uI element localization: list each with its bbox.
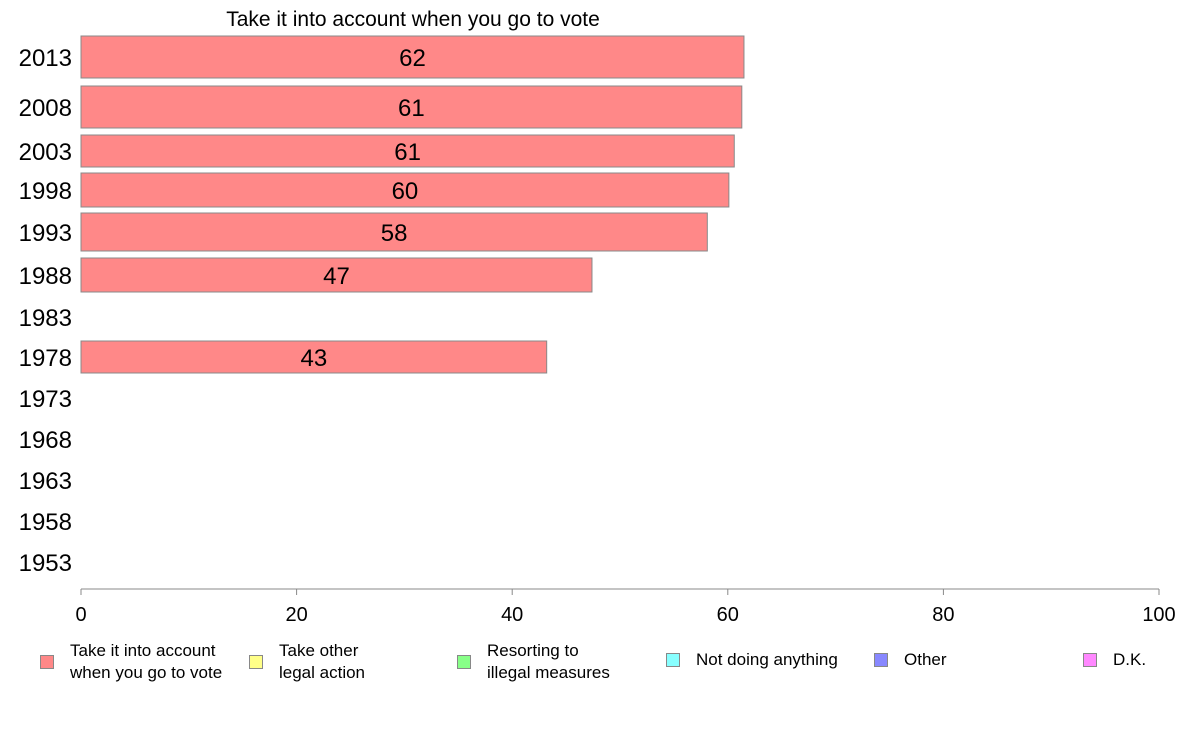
bar-1998 — [80, 172, 730, 208]
bar-2008 — [80, 85, 743, 129]
year-label-1988: 1988 — [19, 263, 72, 290]
data-label-2003: 61 — [394, 139, 421, 166]
data-label-2008: 61 — [398, 95, 425, 122]
x-tick-label-80: 80 — [932, 604, 954, 626]
legend-item: D.K. — [1083, 649, 1146, 671]
year-label-1953: 1953 — [19, 550, 72, 577]
legend-label: Not doing anything — [696, 650, 838, 669]
x-tick-label-100: 100 — [1142, 604, 1175, 626]
year-label-1963: 1963 — [19, 468, 72, 495]
bar-1978 — [80, 340, 548, 374]
legend-item: Other — [874, 649, 947, 671]
data-label-1988: 47 — [323, 263, 350, 290]
year-label-2003: 2003 — [19, 139, 72, 166]
legend-swatch — [40, 655, 54, 669]
legend-swatch — [457, 655, 471, 669]
x-tick-label-40: 40 — [501, 604, 523, 626]
legend-item: Take it into account when you go to vote — [40, 640, 222, 684]
data-label-1998: 60 — [392, 178, 419, 205]
legend: Take it into account when you go to vote… — [0, 640, 1188, 690]
x-tick-label-60: 60 — [717, 604, 739, 626]
year-label-1998: 1998 — [19, 178, 72, 205]
legend-swatch — [249, 655, 263, 669]
legend-item: Resorting to illegal measures — [457, 640, 610, 684]
legend-label: D.K. — [1113, 650, 1147, 669]
x-tick-label-20: 20 — [285, 604, 307, 626]
year-label-1973: 1973 — [19, 386, 72, 413]
year-label-1993: 1993 — [19, 220, 72, 247]
legend-swatch — [1083, 653, 1097, 667]
x-tick-label-0: 0 — [75, 604, 86, 626]
data-label-1993: 58 — [381, 220, 408, 247]
year-label-2008: 2008 — [19, 95, 72, 122]
year-label-2013: 2013 — [19, 45, 72, 72]
data-label-1978: 43 — [300, 345, 327, 372]
year-label-1958: 1958 — [19, 509, 72, 536]
legend-label: Other — [904, 650, 947, 669]
legend-item: Not doing anything — [666, 649, 838, 671]
year-label-1968: 1968 — [19, 427, 72, 454]
chart-title: Take it into account when you go to vote — [226, 8, 600, 31]
legend-label: Take it into account when you go to vote — [70, 641, 223, 682]
legend-swatch — [666, 653, 680, 667]
legend-item: Take other legal action — [249, 640, 365, 684]
data-label-2013: 62 — [399, 45, 426, 72]
bar-1993 — [80, 212, 708, 252]
bar-1988 — [80, 257, 593, 293]
legend-label: Resorting to illegal measures — [487, 641, 610, 682]
bar-2013 — [80, 35, 745, 79]
legend-label: Take other legal action — [279, 641, 366, 682]
bar-2003 — [80, 134, 735, 168]
year-label-1983: 1983 — [19, 305, 72, 332]
year-label-1978: 1978 — [19, 345, 72, 372]
legend-swatch — [874, 653, 888, 667]
